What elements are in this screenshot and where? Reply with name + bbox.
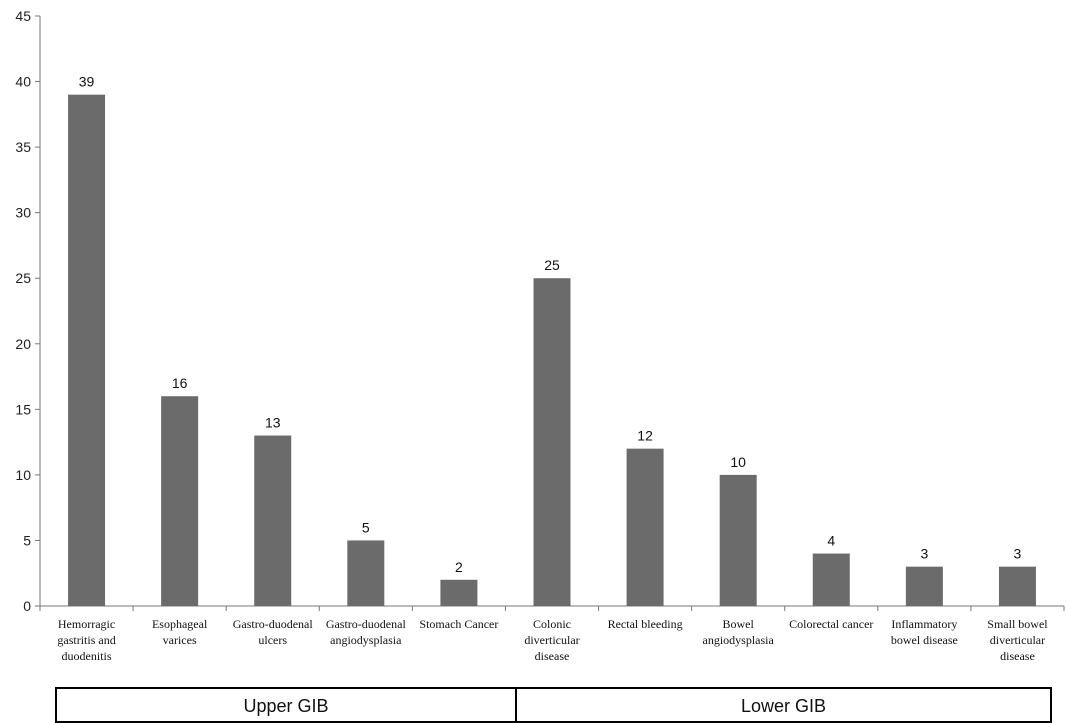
data-labels: 39 16 13 5 2 25 12 10 4 3 3 (79, 74, 1022, 575)
y-tick-label: 15 (15, 401, 31, 417)
bar (998, 566, 1036, 606)
bar (812, 553, 850, 606)
y-tick-label: 40 (15, 74, 31, 90)
bar (68, 94, 106, 607)
data-label: 2 (455, 559, 463, 575)
y-tick-label: 20 (15, 336, 31, 352)
data-label: 25 (544, 257, 560, 273)
data-label: 39 (79, 74, 95, 90)
group-box: Upper GIB Lower GIB (55, 687, 1052, 723)
bar (719, 474, 757, 606)
bar (161, 396, 199, 606)
y-tick-label: 30 (15, 205, 31, 221)
bar (254, 435, 292, 606)
data-label: 12 (637, 428, 653, 444)
category-label: Small bowel diverticular disease (987, 617, 1048, 663)
y-axis: 0 5 10 15 20 25 30 35 40 45 (15, 8, 41, 614)
x-axis (39, 605, 1065, 611)
category-label: Colonic diverticular disease (524, 617, 579, 663)
bar (905, 566, 943, 606)
y-tick-label: 0 (23, 598, 31, 614)
data-label: 13 (265, 415, 281, 431)
data-label: 3 (920, 546, 928, 562)
category-label: Inflammatory bowel disease (891, 617, 958, 647)
group-label: Lower GIB (741, 696, 826, 716)
data-label: 5 (362, 519, 370, 535)
category-label: Colorectal cancer (789, 617, 873, 631)
y-tick-label: 25 (15, 270, 31, 286)
category-label: Gastro-duodenal angiodysplasia (326, 617, 407, 647)
data-label: 10 (730, 454, 746, 470)
bar (533, 278, 571, 606)
bar (626, 448, 664, 606)
y-tick-label: 35 (15, 139, 31, 155)
data-label: 3 (1014, 546, 1022, 562)
data-label: 4 (827, 533, 835, 549)
category-label: Esophageal varices (152, 617, 208, 647)
bar (347, 540, 385, 606)
data-label: 16 (172, 375, 188, 391)
category-label: Rectal bleeding (608, 617, 683, 631)
category-label: Hemorragic gastritis and duodenitis (57, 617, 115, 663)
bar (440, 579, 478, 606)
category-label: Bowel angiodysplasia (703, 617, 775, 647)
y-tick-label: 5 (23, 532, 31, 548)
y-tick-label: 45 (15, 8, 31, 24)
group-box-frame (55, 687, 1052, 723)
y-tick-label: 10 (15, 467, 31, 483)
group-label: Upper GIB (243, 696, 328, 716)
bars (68, 94, 1036, 607)
category-label: Gastro-duodenal ulcers (233, 617, 314, 647)
category-label: Stomach Cancer (419, 617, 498, 631)
category-labels: Hemorragic gastritis and duodenitis Esophag… (57, 617, 1048, 663)
